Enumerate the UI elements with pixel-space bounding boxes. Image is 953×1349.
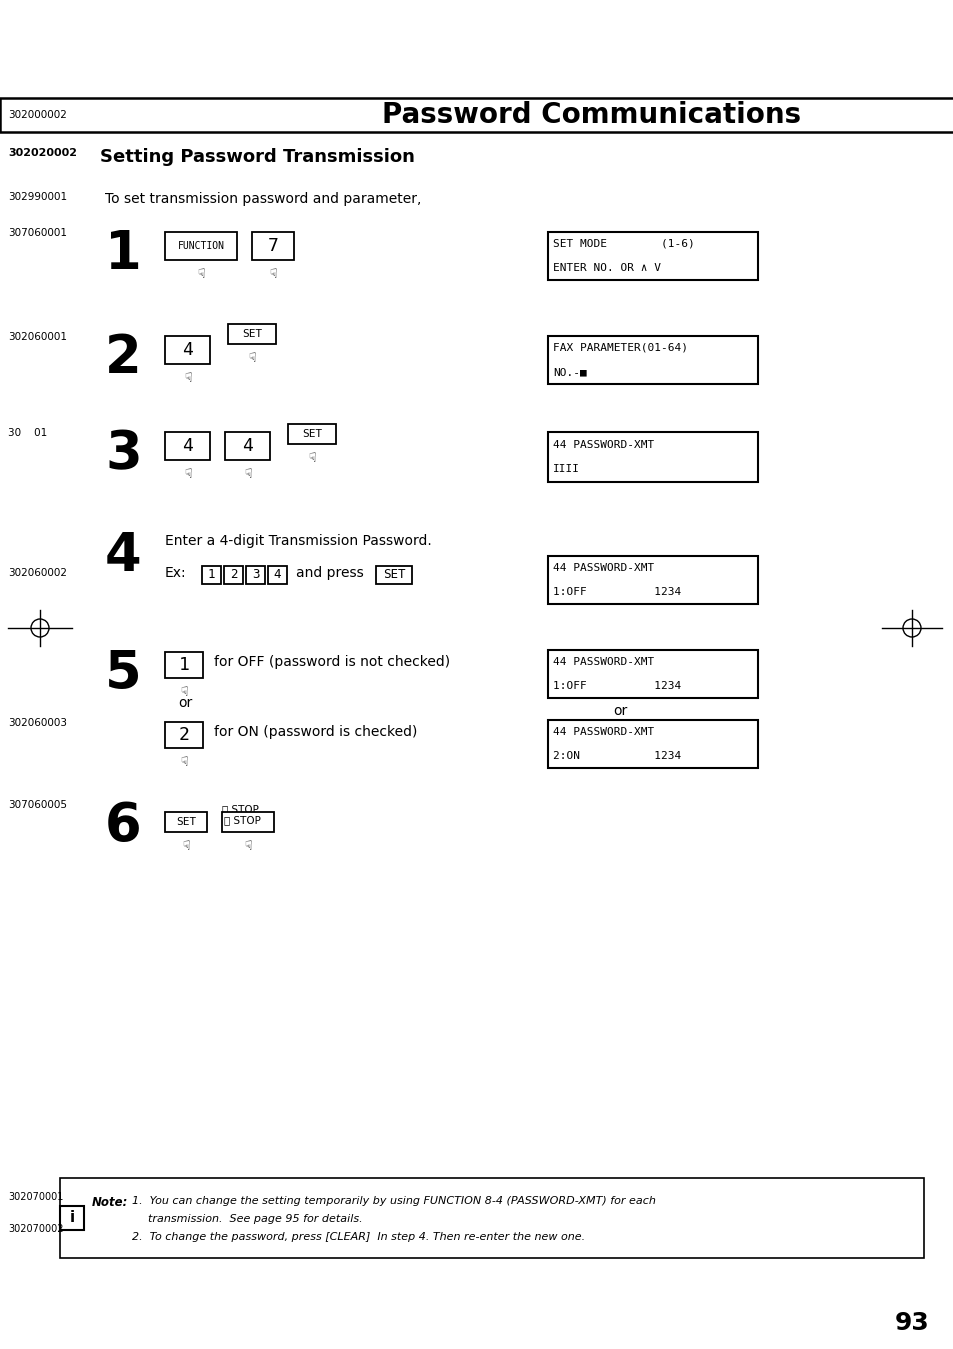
Text: 1:OFF          1234: 1:OFF 1234 bbox=[553, 681, 680, 691]
Text: transmission.  See page 95 for details.: transmission. See page 95 for details. bbox=[148, 1214, 362, 1224]
Text: 7: 7 bbox=[267, 237, 278, 255]
Text: IIII: IIII bbox=[553, 464, 579, 475]
Bar bbox=[547, 650, 758, 697]
Text: ☟: ☟ bbox=[180, 755, 188, 769]
Bar bbox=[225, 432, 270, 460]
Bar bbox=[547, 432, 758, 482]
Text: 4: 4 bbox=[182, 341, 193, 359]
Text: for ON (password is checked): for ON (password is checked) bbox=[213, 724, 417, 739]
Text: FAX PARAMETER(01-64): FAX PARAMETER(01-64) bbox=[553, 343, 687, 353]
Bar bbox=[268, 567, 287, 584]
Text: ☟: ☟ bbox=[182, 840, 190, 853]
Bar bbox=[60, 1206, 84, 1230]
Text: 4: 4 bbox=[274, 568, 281, 581]
Text: Ⓞ STOP: Ⓞ STOP bbox=[224, 815, 260, 826]
Text: 302060002: 302060002 bbox=[8, 568, 67, 577]
Text: SET: SET bbox=[242, 329, 262, 339]
Text: ☟: ☟ bbox=[244, 840, 252, 853]
Text: ☟: ☟ bbox=[184, 468, 192, 482]
Text: 2.  To change the password, press [CLEAR]  In step 4. Then re-enter the new one.: 2. To change the password, press [CLEAR]… bbox=[132, 1232, 584, 1242]
Text: Password Communications: Password Communications bbox=[381, 101, 801, 130]
Text: or: or bbox=[177, 696, 192, 710]
Text: 302070002: 302070002 bbox=[8, 1224, 64, 1234]
Text: 3: 3 bbox=[252, 568, 259, 581]
Text: Ⓞ STOP: Ⓞ STOP bbox=[222, 804, 258, 813]
Bar bbox=[0, 98, 953, 132]
Bar bbox=[547, 556, 758, 604]
Text: 44 PASSWORD-XMT: 44 PASSWORD-XMT bbox=[553, 727, 654, 737]
Text: 44 PASSWORD-XMT: 44 PASSWORD-XMT bbox=[553, 563, 654, 573]
Bar bbox=[165, 232, 236, 260]
Bar bbox=[547, 720, 758, 768]
Bar bbox=[165, 722, 203, 747]
Bar bbox=[202, 567, 221, 584]
Text: ☟: ☟ bbox=[248, 352, 255, 366]
Bar bbox=[165, 432, 210, 460]
Text: 2: 2 bbox=[105, 332, 142, 384]
Text: 307060001: 307060001 bbox=[8, 228, 67, 237]
Text: 1: 1 bbox=[105, 228, 142, 281]
Bar bbox=[547, 336, 758, 384]
Text: SET MODE        (1-6): SET MODE (1-6) bbox=[553, 239, 694, 250]
Text: 2: 2 bbox=[178, 726, 190, 745]
Text: 2: 2 bbox=[230, 568, 237, 581]
Text: i: i bbox=[70, 1210, 74, 1225]
Text: 1: 1 bbox=[208, 568, 215, 581]
Text: 302060003: 302060003 bbox=[8, 718, 67, 728]
Text: 2:ON           1234: 2:ON 1234 bbox=[553, 751, 680, 761]
Text: ☟: ☟ bbox=[269, 268, 276, 281]
Text: 302000002: 302000002 bbox=[8, 111, 67, 120]
Text: 1:OFF          1234: 1:OFF 1234 bbox=[553, 587, 680, 598]
Text: To set transmission password and parameter,: To set transmission password and paramet… bbox=[105, 192, 421, 206]
Bar bbox=[224, 567, 243, 584]
Text: 302060001: 302060001 bbox=[8, 332, 67, 343]
Text: ☟: ☟ bbox=[180, 687, 188, 699]
Text: 93: 93 bbox=[894, 1311, 928, 1336]
Text: 4: 4 bbox=[242, 437, 253, 455]
Text: 4: 4 bbox=[182, 437, 193, 455]
Text: SET: SET bbox=[175, 817, 196, 827]
Text: ☟: ☟ bbox=[243, 468, 251, 482]
Bar bbox=[375, 567, 412, 584]
Text: 6: 6 bbox=[105, 800, 142, 853]
Text: ☟: ☟ bbox=[184, 372, 192, 384]
Bar bbox=[252, 232, 294, 260]
Text: Enter a 4-digit Transmission Password.: Enter a 4-digit Transmission Password. bbox=[165, 534, 432, 548]
Bar bbox=[60, 1178, 923, 1259]
Bar bbox=[165, 812, 207, 832]
Bar bbox=[246, 567, 265, 584]
Bar bbox=[547, 232, 758, 281]
Text: 1: 1 bbox=[178, 656, 190, 674]
Text: SET: SET bbox=[382, 568, 405, 581]
Text: for OFF (password is not checked): for OFF (password is not checked) bbox=[213, 656, 450, 669]
Text: 44 PASSWORD-XMT: 44 PASSWORD-XMT bbox=[553, 440, 654, 449]
Text: 302990001: 302990001 bbox=[8, 192, 67, 202]
Text: 302020002: 302020002 bbox=[8, 148, 77, 158]
Bar bbox=[288, 424, 335, 444]
Text: NO.-■: NO.-■ bbox=[553, 367, 586, 376]
Text: 307060005: 307060005 bbox=[8, 800, 67, 809]
Text: or: or bbox=[612, 704, 626, 718]
Text: ☟: ☟ bbox=[308, 452, 315, 465]
Bar bbox=[165, 652, 203, 679]
Text: ☟: ☟ bbox=[197, 268, 205, 281]
Text: and press: and press bbox=[295, 567, 363, 580]
Bar bbox=[222, 812, 274, 832]
Bar bbox=[165, 336, 210, 364]
Text: 4: 4 bbox=[105, 530, 141, 581]
Text: Setting Password Transmission: Setting Password Transmission bbox=[100, 148, 415, 166]
Text: Note:: Note: bbox=[91, 1197, 129, 1209]
Text: 3: 3 bbox=[105, 428, 142, 480]
Text: SET: SET bbox=[301, 429, 322, 438]
Bar bbox=[228, 324, 275, 344]
Text: 30    01: 30 01 bbox=[8, 428, 48, 438]
Text: 5: 5 bbox=[105, 648, 141, 700]
Text: 302070001: 302070001 bbox=[8, 1193, 63, 1202]
Text: 1.  You can change the setting temporarily by using FUNCTION 8-4 (PASSWORD-XMT) : 1. You can change the setting temporaril… bbox=[132, 1197, 656, 1206]
Text: ENTER NO. OR ∧ V: ENTER NO. OR ∧ V bbox=[553, 263, 660, 272]
Text: 44 PASSWORD-XMT: 44 PASSWORD-XMT bbox=[553, 657, 654, 666]
Text: Ex:: Ex: bbox=[165, 567, 187, 580]
Text: FUNCTION: FUNCTION bbox=[177, 241, 224, 251]
